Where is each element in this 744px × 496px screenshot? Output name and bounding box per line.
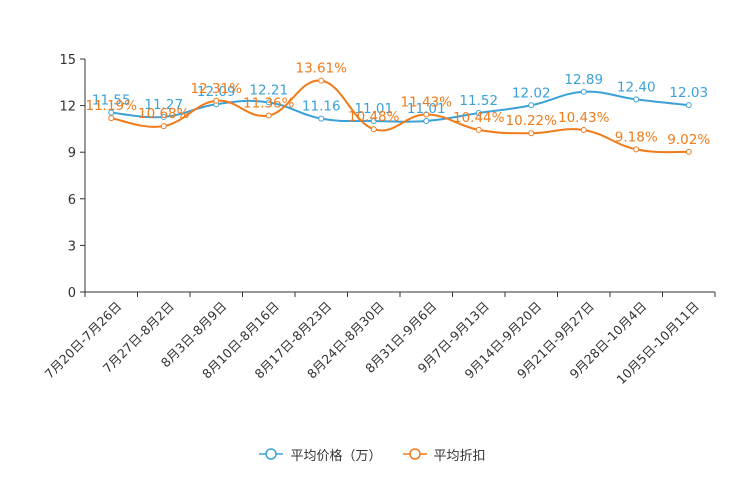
data-labels: 11.55 11.27 12.09 12.21 11.16 11.01 11.01 11.52… [86,61,711,148]
data-label: 10.22% [506,113,558,129]
legend-discount-icon [402,448,427,460]
data-label: 9.18% [615,129,658,145]
data-point [528,130,535,137]
data-label: 12.09 [197,84,236,100]
data-label: 10.44% [453,110,505,126]
y-tick-label: 3 [68,239,76,254]
data-label: 13.61% [296,61,348,77]
data-point [265,99,272,106]
data-label: 12.03 [669,85,708,101]
data-point [633,96,640,103]
data-point [633,146,640,153]
data-point [685,148,692,155]
data-point [370,117,377,124]
y-tick-label: 15 [59,53,76,68]
data-label: 11.36% [243,96,295,112]
data-point [370,126,377,133]
data-point [475,126,482,133]
data-label: 12.40 [617,79,656,95]
legend: 平均价格（万） 平均折扣 [0,444,744,464]
data-point [423,117,430,124]
y-tick-label: 0 [68,286,76,301]
data-label: 11.55 [92,93,131,109]
legend-item-discount[interactable]: 平均折扣 [402,445,486,464]
data-label: 10.48% [348,109,400,125]
series-points [108,77,692,155]
data-point [108,115,115,122]
data-label: 11.01 [407,101,446,117]
data-point [580,126,587,133]
data-label: 12.89 [564,72,603,88]
data-point [580,88,587,95]
legend-discount-label: 平均折扣 [433,448,486,464]
line-chart: 036912157月20日-7月26日7月27日-8月2日8月3日-8月9日8月… [42,53,716,387]
data-point [318,77,325,84]
data-point [528,102,535,109]
data-point [423,111,430,118]
data-label: 11.43% [401,94,453,110]
y-tick-label: 9 [68,146,76,161]
legend-price-label: 平均价格（万） [290,448,382,464]
data-label: 11.01 [354,101,393,117]
data-point [160,123,167,130]
data-label: 11.16 [302,99,341,115]
data-label: 11.52 [459,93,498,109]
data-label: 10.68% [138,106,190,122]
legend-item-price[interactable]: 平均价格（万） [258,445,382,464]
data-point [108,109,115,116]
data-label: 9.02% [667,132,710,148]
y-tick-label: 6 [68,193,76,208]
data-label: 12.21 [249,82,288,98]
data-point [475,110,482,117]
legend-price-icon [259,448,284,460]
data-label: 12.02 [512,85,551,101]
data-label: 10.43% [558,110,610,126]
y-tick-label: 12 [59,100,76,115]
data-label: 12.31% [191,81,243,97]
data-point [213,97,220,104]
data-label: 11.27 [144,97,183,113]
data-label: 11.19% [86,98,138,114]
data-point [685,102,692,109]
data-point [160,113,167,120]
data-point [265,112,272,119]
series-line-0 [111,90,689,123]
data-point [318,115,325,122]
